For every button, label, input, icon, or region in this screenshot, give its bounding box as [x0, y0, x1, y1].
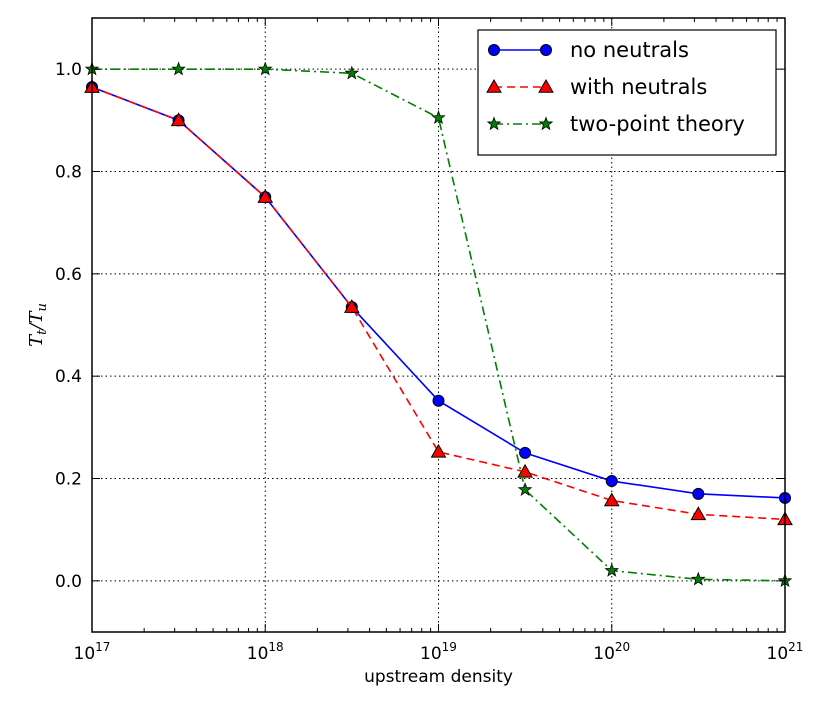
legend-marker: [486, 78, 502, 93]
ylabel-base2: T: [26, 310, 47, 324]
x-tick-base: 10: [420, 644, 442, 664]
data-point: [430, 443, 447, 458]
x-tick-exp: 21: [788, 640, 803, 654]
legend-label: no neutrals: [570, 38, 689, 62]
legend-label: two-point theory: [570, 112, 745, 136]
x-tick-base: 10: [247, 644, 269, 664]
legend-marker: [486, 116, 502, 131]
data-point: [692, 487, 705, 500]
data-point: [690, 506, 707, 521]
data-point: [605, 475, 618, 488]
legend-marker: [538, 78, 554, 93]
x-tick-label: 1019: [420, 640, 457, 664]
x-tick-base: 10: [74, 644, 96, 664]
x-tick-base: 10: [593, 644, 615, 664]
data-point: [517, 482, 533, 496]
data-point: [343, 299, 360, 313]
series-line: [91, 86, 786, 521]
x-tick-label: 1018: [247, 640, 284, 664]
legend: no neutrals with neutrals two-point theory: [477, 29, 777, 156]
data-point: [431, 110, 446, 124]
x-tick-exp: 19: [442, 640, 457, 654]
data-point: [344, 65, 360, 80]
legend-box: [477, 29, 777, 156]
legend-marker: [538, 116, 554, 131]
data-point: [432, 394, 445, 407]
y-tick-label: 1.0: [55, 60, 82, 80]
data-point: [257, 61, 273, 76]
data-point: [171, 61, 186, 76]
data-point: [603, 492, 620, 507]
y-tick-label: 0.4: [55, 367, 82, 387]
ylabel-sub1: t: [35, 329, 50, 335]
series-layer: [84, 61, 793, 588]
x-tick-label: 1021: [767, 640, 804, 664]
ylabel-base1: T: [26, 333, 47, 347]
y-tick-label: 0.2: [55, 470, 82, 490]
legend-label: with neutrals: [570, 75, 707, 99]
y-tick-label: 0.8: [55, 163, 82, 183]
series-with-neutrals: [84, 79, 793, 526]
y-tick-label: 0.6: [55, 265, 82, 285]
ylabel-sub2: u: [35, 303, 50, 311]
x-tick-label: 1017: [74, 640, 111, 664]
legend-marker: [488, 44, 500, 56]
x-axis-title: upstream density: [364, 667, 513, 687]
legend-marker: [540, 44, 552, 56]
data-point: [519, 446, 532, 459]
y-axis-title: Tt/Tu: [26, 303, 50, 347]
x-tick-exp: 17: [95, 640, 110, 654]
data-point: [691, 571, 706, 586]
series-line: [92, 68, 786, 582]
data-point: [257, 189, 274, 203]
x-tick-base: 10: [767, 644, 789, 664]
data-point: [170, 112, 187, 127]
ticks-layer: [91, 18, 786, 632]
y-tick-label: 0.0: [55, 572, 82, 592]
data-point: [604, 562, 620, 577]
x-tick-label: 1020: [593, 640, 630, 664]
ylabel-slash: /: [26, 322, 47, 332]
x-tick-exp: 18: [268, 640, 283, 654]
x-tick-exp: 20: [615, 640, 630, 654]
